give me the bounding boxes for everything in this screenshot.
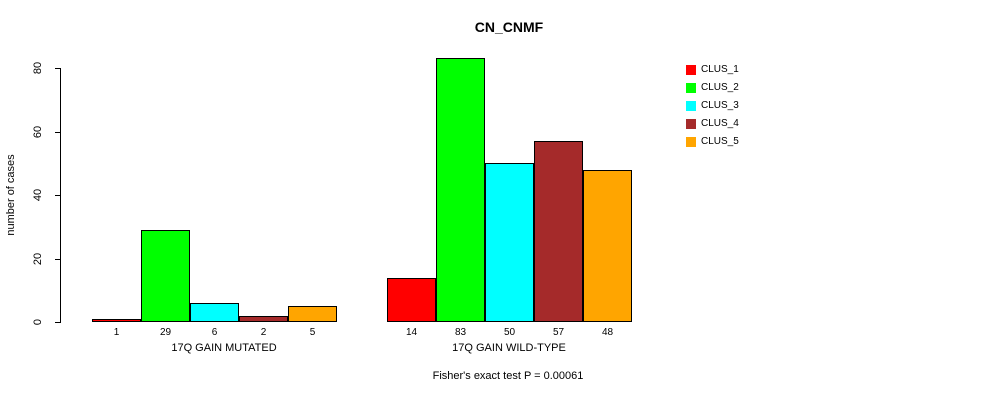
- legend-label: CLUS_1: [701, 64, 739, 75]
- bar-clus_2-group2: [436, 58, 485, 322]
- fisher-test-annotation: Fisher's exact test P = 0.00061: [432, 370, 584, 382]
- bar-clus_3-group2: [485, 163, 534, 322]
- y-axis-label: number of cases: [5, 154, 17, 236]
- y-tick-mark: [55, 195, 61, 196]
- y-tick-mark: [55, 131, 61, 133]
- legend-label: CLUS_3: [701, 100, 739, 111]
- bar-clus_4-group1: [239, 316, 288, 322]
- group-label-wild-type: 17Q GAIN WILD-TYPE: [452, 342, 566, 354]
- y-tick-label: 20: [32, 252, 44, 265]
- y-tick-label: 80: [32, 61, 44, 75]
- group-label-mutated: 17Q GAIN MUTATED: [171, 342, 277, 354]
- legend-swatch-icon: [686, 100, 696, 111]
- bar-value-label: 57: [552, 327, 565, 338]
- bar-value-label: 29: [159, 327, 172, 338]
- bar-value-label: 2: [260, 327, 267, 338]
- legend-item-clus_2: CLUS_2: [686, 82, 739, 93]
- legend-item-clus_5: CLUS_5: [686, 136, 739, 147]
- bar-clus_4-group2: [534, 141, 583, 322]
- y-tick-label: 60: [32, 125, 44, 138]
- legend-item-clus_3: CLUS_3: [686, 100, 739, 111]
- bar-value-label: 14: [405, 327, 418, 338]
- bar-clus_5-group1: [288, 306, 337, 322]
- legend-label: CLUS_2: [701, 82, 739, 93]
- legend-swatch-icon: [686, 136, 696, 147]
- y-tick-mark: [55, 258, 61, 260]
- bar-clus_1-group1: [92, 319, 141, 322]
- legend-swatch-icon: [686, 82, 696, 93]
- bar-clus_1-group2: [387, 278, 436, 322]
- chart-title: CN_CNMF: [474, 19, 544, 35]
- y-tick-mark: [55, 322, 61, 323]
- bar-value-label: 50: [503, 327, 516, 338]
- bar-value-label: 6: [211, 327, 218, 338]
- legend-swatch-icon: [686, 64, 696, 75]
- y-tick-label: 0: [32, 318, 44, 326]
- y-tick-label: 40: [32, 188, 44, 202]
- bar-clus_2-group1: [141, 230, 190, 322]
- bar-clus_3-group1: [190, 303, 239, 322]
- legend-swatch-icon: [686, 118, 696, 129]
- y-tick-mark: [55, 68, 61, 69]
- legend-item-clus_1: CLUS_1: [686, 64, 739, 75]
- bar-clus_5-group2: [583, 170, 632, 322]
- bar-value-label: 48: [601, 327, 614, 338]
- bar-value-label: 83: [454, 327, 467, 338]
- bar-value-label: 5: [309, 327, 316, 338]
- bar-value-label: 1: [113, 327, 120, 338]
- legend-item-clus_4: CLUS_4: [686, 118, 739, 129]
- legend-label: CLUS_5: [701, 136, 739, 147]
- legend-label: CLUS_4: [701, 118, 739, 129]
